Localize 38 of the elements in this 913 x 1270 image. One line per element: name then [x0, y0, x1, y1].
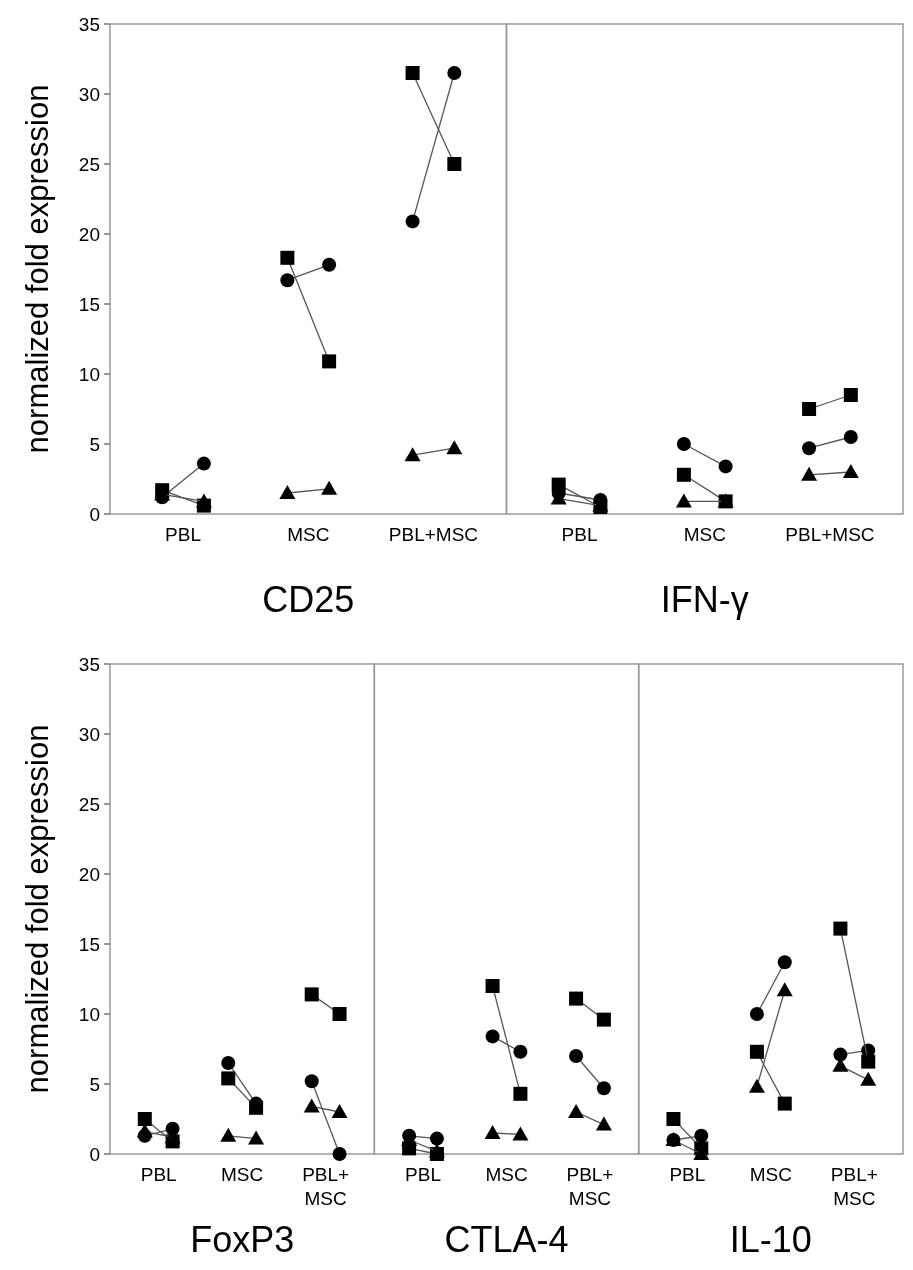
x-tick-label: MSC — [221, 1164, 264, 1185]
y-tick-label: 35 — [78, 13, 100, 35]
x-tick-label: PBL+MSC — [388, 524, 479, 545]
y-tick-label: 20 — [78, 223, 100, 245]
y-tick-label: 25 — [78, 153, 100, 175]
y-tick-label: 15 — [78, 293, 100, 315]
y-tick-label: 10 — [78, 1003, 100, 1025]
y-tick-label: 0 — [89, 1143, 100, 1165]
y-tick-label: 0 — [89, 503, 100, 525]
x-tick-label: PBL — [561, 524, 598, 545]
x-tick-label: PBL+MSC — [785, 524, 875, 545]
x-tick-label: MSC — [287, 524, 330, 545]
y-axis-title: normalized fold expression — [20, 724, 55, 1094]
y-tick-label: 30 — [78, 83, 100, 105]
x-axis-title: IFN-γ — [660, 579, 749, 620]
x-tick-label: PBL+MSC — [302, 1164, 350, 1209]
y-tick-label: 30 — [78, 723, 100, 745]
x-tick-label: PBL+MSC — [566, 1164, 614, 1209]
x-axis-title: IL-10 — [729, 1219, 812, 1260]
x-tick-label: MSC — [485, 1164, 528, 1185]
x-tick-label: PBL — [405, 1164, 441, 1185]
x-tick-label: MSC — [683, 524, 726, 545]
y-tick-label: 10 — [78, 363, 100, 385]
y-tick-label: 25 — [78, 793, 100, 815]
y-tick-label: 5 — [89, 433, 100, 455]
x-axis-title: CD25 — [262, 579, 355, 620]
x-axis-title: FoxP3 — [190, 1219, 295, 1260]
y-tick-label: 35 — [78, 653, 100, 675]
x-tick-label: MSC — [749, 1164, 792, 1185]
x-axis-title: CTLA-4 — [444, 1219, 569, 1260]
y-axis-title: normalized fold expression — [20, 84, 55, 454]
y-tick-label: 5 — [89, 1073, 100, 1095]
y-tick-label: 15 — [78, 933, 100, 955]
x-tick-label: PBL — [140, 1164, 177, 1185]
y-tick-label: 20 — [78, 863, 100, 885]
x-tick-label: PBL — [669, 1164, 706, 1185]
x-tick-label: PBL — [165, 524, 201, 545]
x-tick-label: PBL+MSC — [830, 1164, 878, 1209]
